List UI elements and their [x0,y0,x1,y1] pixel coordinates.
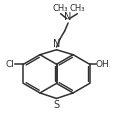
Text: S: S [53,100,60,110]
Text: CH₃: CH₃ [53,4,68,12]
Text: N: N [53,39,60,49]
Text: Cl: Cl [5,60,14,69]
Text: OH: OH [96,60,110,69]
Text: CH₃: CH₃ [70,4,85,12]
Text: N: N [64,12,72,21]
